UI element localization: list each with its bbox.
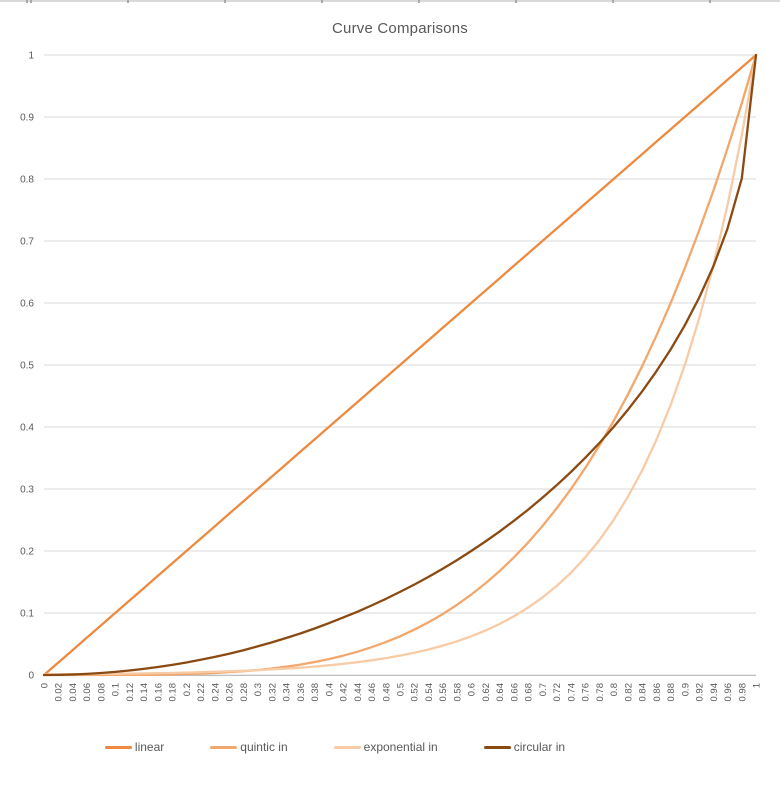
x-axis-tick-label: 0.04 bbox=[68, 683, 79, 702]
y-axis-tick-label: 0.9 bbox=[20, 113, 34, 124]
x-axis-tick-label: 0.12 bbox=[125, 683, 136, 702]
x-axis-tick-label: 0.6 bbox=[467, 683, 478, 696]
plot-region: 10.90.80.70.60.50.40.30.20.100 0.02 0.04 0.… bbox=[20, 51, 763, 702]
y-axis-tick-label: 1 bbox=[28, 51, 34, 62]
x-axis-tick-label: 0.88 bbox=[666, 683, 677, 702]
y-axis-tick-label: 0 bbox=[28, 671, 34, 682]
chart-legend: linear quintic in exponential in circular i… bbox=[0, 738, 725, 756]
legend-swatch-circular-in bbox=[483, 745, 511, 749]
legend-label: linear bbox=[134, 740, 165, 754]
x-axis-tick-label: 0.22 bbox=[196, 683, 207, 702]
x-axis-tick-label: 0.64 bbox=[495, 683, 506, 702]
x-axis-tick-label: 0.1 bbox=[111, 683, 122, 696]
x-axis-tick-label: 0.72 bbox=[552, 683, 563, 702]
x-axis-tick-label: 1 bbox=[752, 683, 763, 688]
x-axis-tick-label: 0.3 bbox=[253, 683, 264, 696]
x-axis-tick-label: 0.86 bbox=[652, 683, 663, 702]
x-axis-tick-label: 0.52 bbox=[410, 683, 421, 702]
y-axis-tick-label: 0.6 bbox=[20, 299, 34, 310]
series-line-quintic-in[interactable] bbox=[42, 53, 758, 677]
x-axis-tick-label: 0.2 bbox=[182, 683, 193, 696]
legend-item-linear[interactable]: linear bbox=[104, 738, 165, 756]
y-axis-tick-label: 0.3 bbox=[20, 485, 34, 496]
x-axis-tick-label: 0.42 bbox=[339, 683, 350, 702]
x-axis-tick-label: 0.44 bbox=[353, 683, 364, 702]
x-axis-tick-label: 0.38 bbox=[310, 683, 321, 702]
x-axis-tick-label: 0.14 bbox=[139, 683, 150, 702]
x-axis-tick-label: 0.8 bbox=[609, 683, 620, 696]
y-axis-tick-label: 0.1 bbox=[20, 609, 34, 620]
x-axis-tick-label: 0.76 bbox=[581, 683, 592, 702]
x-axis-tick-label: 0.98 bbox=[737, 683, 748, 702]
x-axis-tick-label: 0.06 bbox=[82, 683, 93, 702]
legend-label: circular in bbox=[513, 740, 566, 754]
x-axis-tick-label: 0 bbox=[40, 683, 51, 688]
y-axis-tick-label: 0.4 bbox=[20, 423, 34, 434]
x-axis-tick-label: 0.16 bbox=[153, 683, 164, 702]
legend-item-quintic-in[interactable]: quintic in bbox=[210, 738, 288, 756]
x-axis-tick-label: 0.94 bbox=[709, 683, 720, 702]
x-axis-tick-label: 0.56 bbox=[438, 683, 449, 702]
x-axis-tick-label: 0.74 bbox=[566, 683, 577, 702]
legend-item-exponential-in[interactable]: exponential in bbox=[333, 738, 438, 756]
x-axis-tick-label: 0.78 bbox=[595, 683, 606, 702]
x-axis-tick-label: 0.18 bbox=[168, 683, 179, 702]
legend-swatch-quintic-in bbox=[210, 745, 238, 749]
x-axis-tick-label: 0.32 bbox=[267, 683, 278, 702]
x-axis-tick-label: 0.96 bbox=[723, 683, 734, 702]
x-axis-tick-label: 0.02 bbox=[54, 683, 65, 702]
legend-swatch-exponential-in bbox=[333, 745, 361, 749]
legend-swatch-linear bbox=[104, 745, 132, 749]
x-axis-tick-label: 0.66 bbox=[509, 683, 520, 702]
x-axis-tick-label: 0.7 bbox=[538, 683, 549, 696]
spreadsheet-top-edge bbox=[0, 0, 780, 3]
x-axis-tick-label: 0.68 bbox=[524, 683, 535, 702]
y-axis-tick-label: 0.7 bbox=[20, 237, 34, 248]
y-axis-tick-label: 0.8 bbox=[20, 175, 34, 186]
x-axis-tick-label: 0.46 bbox=[367, 683, 378, 702]
y-axis-tick-label: 0.5 bbox=[20, 361, 34, 372]
x-axis-tick-label: 0.62 bbox=[481, 683, 492, 702]
x-axis-tick-label: 0.28 bbox=[239, 683, 250, 702]
x-axis-tick-label: 0.92 bbox=[695, 683, 706, 702]
x-axis-tick-label: 0.54 bbox=[424, 683, 435, 702]
x-axis-tick-label: 0.26 bbox=[225, 683, 236, 702]
x-axis-tick-label: 0.5 bbox=[396, 683, 407, 696]
series-line-exponential-in[interactable] bbox=[42, 53, 758, 676]
x-axis-tick-label: 0.4 bbox=[324, 683, 335, 696]
x-axis-tick-label: 0.36 bbox=[296, 683, 307, 702]
x-axis-tick-label: 0.34 bbox=[282, 683, 293, 702]
legend-label: quintic in bbox=[240, 740, 288, 754]
x-axis-tick-label: 0.24 bbox=[210, 683, 221, 702]
chart-title[interactable]: Curve Comparisons bbox=[332, 20, 468, 37]
legend-label: exponential in bbox=[363, 740, 438, 754]
x-axis-tick-label: 0.84 bbox=[638, 683, 649, 702]
x-axis-tick-label: 0.9 bbox=[680, 683, 691, 696]
x-axis-tick-label: 0.08 bbox=[96, 683, 107, 702]
y-axis-tick-label: 0.2 bbox=[20, 547, 34, 558]
series-line-circular-in[interactable] bbox=[42, 53, 758, 677]
x-axis-tick-label: 0.58 bbox=[452, 683, 463, 702]
x-axis-tick-label: 0.82 bbox=[623, 683, 634, 702]
series-line-linear[interactable] bbox=[42, 53, 758, 677]
legend-item-circular-in[interactable]: circular in bbox=[483, 738, 566, 756]
x-axis-tick-label: 0.48 bbox=[381, 683, 392, 702]
